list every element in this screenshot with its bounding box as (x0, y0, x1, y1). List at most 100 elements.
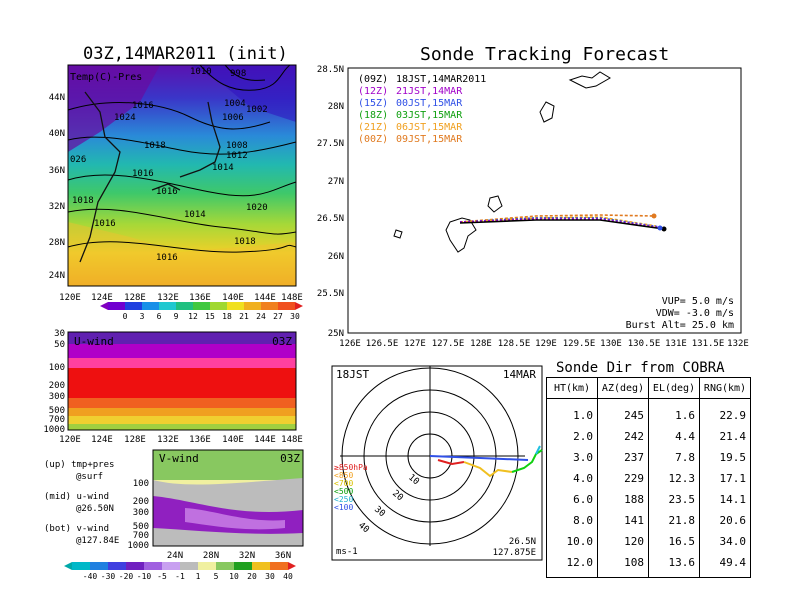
table-header-row: HT(km) AZ(deg) EL(deg) RNG(km) (546, 377, 751, 399)
lon-tick: 127E (404, 339, 426, 349)
level-label: <700 (334, 479, 353, 488)
lon-tick: 124E (91, 293, 113, 303)
lon-tick: 128E (124, 435, 146, 445)
burst-point (651, 213, 657, 219)
lat-tick: 28.5N (317, 65, 344, 75)
coastline (445, 217, 477, 253)
lon-tick: 140E (222, 293, 244, 303)
legend-line: @surf (76, 472, 104, 482)
lat-tick: 26.5N (317, 214, 344, 224)
lon-tick: 126.5E (366, 339, 399, 349)
lon-tick: 120E (59, 293, 81, 303)
pres-tick: 1000 (43, 425, 65, 435)
lat-tick: 36N (49, 166, 65, 176)
pressure-label: 1016 (156, 253, 178, 263)
pressure-label: 1018 (72, 196, 94, 206)
u-wind-time: 03Z (272, 335, 292, 348)
coastline (568, 71, 611, 89)
track-legend-time: 00JST,15MAR (396, 98, 463, 109)
pressure-label: 1010 (190, 67, 212, 77)
track-line-12z (459, 218, 663, 229)
table-row: 1.0 245 1.6 22.9 (546, 398, 751, 426)
cell-rng: 17.1 (699, 468, 751, 489)
lat-tick: 44N (49, 93, 65, 103)
pressure-label: 1012 (226, 151, 248, 161)
pressure-label: 1016 (156, 187, 178, 197)
lon-tick: 127.5E (432, 339, 465, 349)
track-map: (09Z) 18JST,14MAR2011 (12Z) 21JST,14MAR … (317, 65, 749, 349)
lat-tick: 28N (203, 551, 219, 561)
burst-point (661, 226, 667, 232)
lat-tick: 24N (167, 551, 183, 561)
cell-rng: 49.4 (699, 552, 751, 578)
coastline (179, 101, 221, 178)
wind-cbar-label: -5 (157, 572, 167, 581)
pressure-contour (67, 208, 297, 235)
level-label: <500 (334, 487, 353, 496)
pres-tick: 300 (49, 392, 65, 402)
pressure-contour (199, 64, 291, 91)
pressure-contour (224, 64, 266, 81)
col-header-ht: HT(km) (546, 377, 598, 399)
lon-tick: 132E (157, 293, 179, 303)
pressure-label: 1016 (132, 169, 154, 179)
level-label: <100 (334, 503, 353, 512)
cell-rng: 19.5 (699, 447, 751, 468)
left-map-title: 03Z,14MAR2011 (init) (83, 44, 288, 64)
pressure-contour (67, 102, 271, 130)
pres-tick: 100 (133, 479, 149, 489)
cell-ht: 4.0 (546, 468, 598, 489)
param-vup: VUP= 5.0 m/s (662, 296, 734, 307)
cell-ht: 1.0 (546, 398, 598, 426)
temp-cbar-label: 18 (222, 312, 232, 321)
table-row: 4.0 229 12.3 17.1 (546, 468, 751, 489)
legend-line: (bot) v-wind (44, 524, 110, 534)
col-header-az: AZ(deg) (597, 377, 649, 399)
cell-ht: 6.0 (546, 489, 598, 510)
lon-tick: 136E (189, 435, 211, 445)
temp-cbar-label: 3 (140, 312, 145, 321)
level-label: ≥850hPa (334, 463, 368, 472)
level-label: <850 (334, 471, 353, 480)
legend-line: @26.50N (76, 504, 114, 514)
table-row: 3.0 237 7.8 19.5 (546, 447, 751, 468)
sonde-dir-table: HT(km) AZ(deg) EL(deg) RNG(km) 1.0 245 1… (546, 377, 751, 578)
lat-tick: 25.5N (317, 289, 344, 299)
cell-rng: 20.6 (699, 510, 751, 531)
cell-ht: 2.0 (546, 426, 598, 447)
pressure-label: 1002 (246, 105, 268, 115)
cell-el: 7.8 (648, 447, 700, 468)
wind-cbar-label: -30 (101, 572, 116, 581)
u-wind-title: U-wind (74, 335, 114, 348)
temp-cbar-label: 27 (273, 312, 283, 321)
cell-el: 21.8 (648, 510, 700, 531)
hodo-trace-yellow (463, 461, 513, 478)
lon-tick: 128E (470, 339, 492, 349)
cell-ht: 3.0 (546, 447, 598, 468)
wind-cbar-label: 5 (214, 572, 219, 581)
cell-az: 108 (597, 552, 649, 578)
hodo-trace-green (511, 449, 543, 473)
lat-tick: 28N (328, 102, 344, 112)
cell-el: 13.6 (648, 552, 700, 578)
cell-ht: 10.0 (546, 531, 598, 552)
pres-tick: 100 (49, 363, 65, 373)
lon-tick: 131E (665, 339, 687, 349)
cell-el: 1.6 (648, 398, 700, 426)
cell-el: 23.5 (648, 489, 700, 510)
track-line-00z (459, 214, 655, 223)
pres-tick: 700 (49, 415, 65, 425)
cell-el: 12.3 (648, 468, 700, 489)
table-row: 2.0 242 4.4 21.4 (546, 426, 751, 447)
wind-cbar-label: 40 (283, 572, 293, 581)
track-legend-time: 18JST,14MAR2011 (396, 74, 486, 85)
cell-az: 188 (597, 489, 649, 510)
pressure-contour (67, 241, 297, 253)
hodo-unit: ms-1 (336, 547, 358, 557)
pressure-label: 026 (70, 155, 86, 165)
pres-tick: 500 (133, 522, 149, 532)
lat-tick: 36N (275, 551, 291, 561)
cell-rng: 22.9 (699, 398, 751, 426)
u-wind-panel: U-wind 03Z 30 50 100 200 300 500 700 100… (43, 329, 303, 445)
track-legend-code: (00Z) (358, 134, 388, 145)
